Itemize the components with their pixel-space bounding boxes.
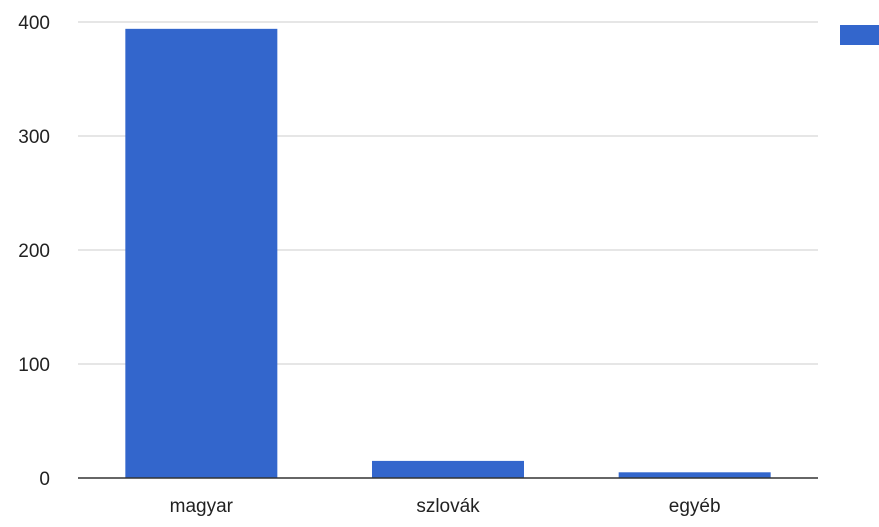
y-tick-label: 100 bbox=[18, 355, 50, 376]
bar-szlovák bbox=[372, 460, 524, 478]
y-tick-label: 200 bbox=[18, 241, 50, 262]
y-tick-label: 400 bbox=[18, 13, 50, 34]
x-category-label: egyéb bbox=[669, 496, 721, 517]
bar-egyéb bbox=[618, 472, 771, 478]
y-axis-tick-labels: 0 100 200 300 400 bbox=[18, 13, 50, 490]
y-tick-label: 0 bbox=[39, 469, 50, 490]
y-tick-label: 300 bbox=[18, 127, 50, 148]
legend-swatch bbox=[840, 25, 879, 45]
x-axis-category-labels: magyar szlovák egyéb bbox=[170, 496, 721, 517]
bars bbox=[125, 28, 771, 479]
x-category-label: szlovák bbox=[416, 496, 480, 517]
x-category-label: magyar bbox=[170, 496, 234, 517]
bar-magyar bbox=[125, 28, 278, 479]
